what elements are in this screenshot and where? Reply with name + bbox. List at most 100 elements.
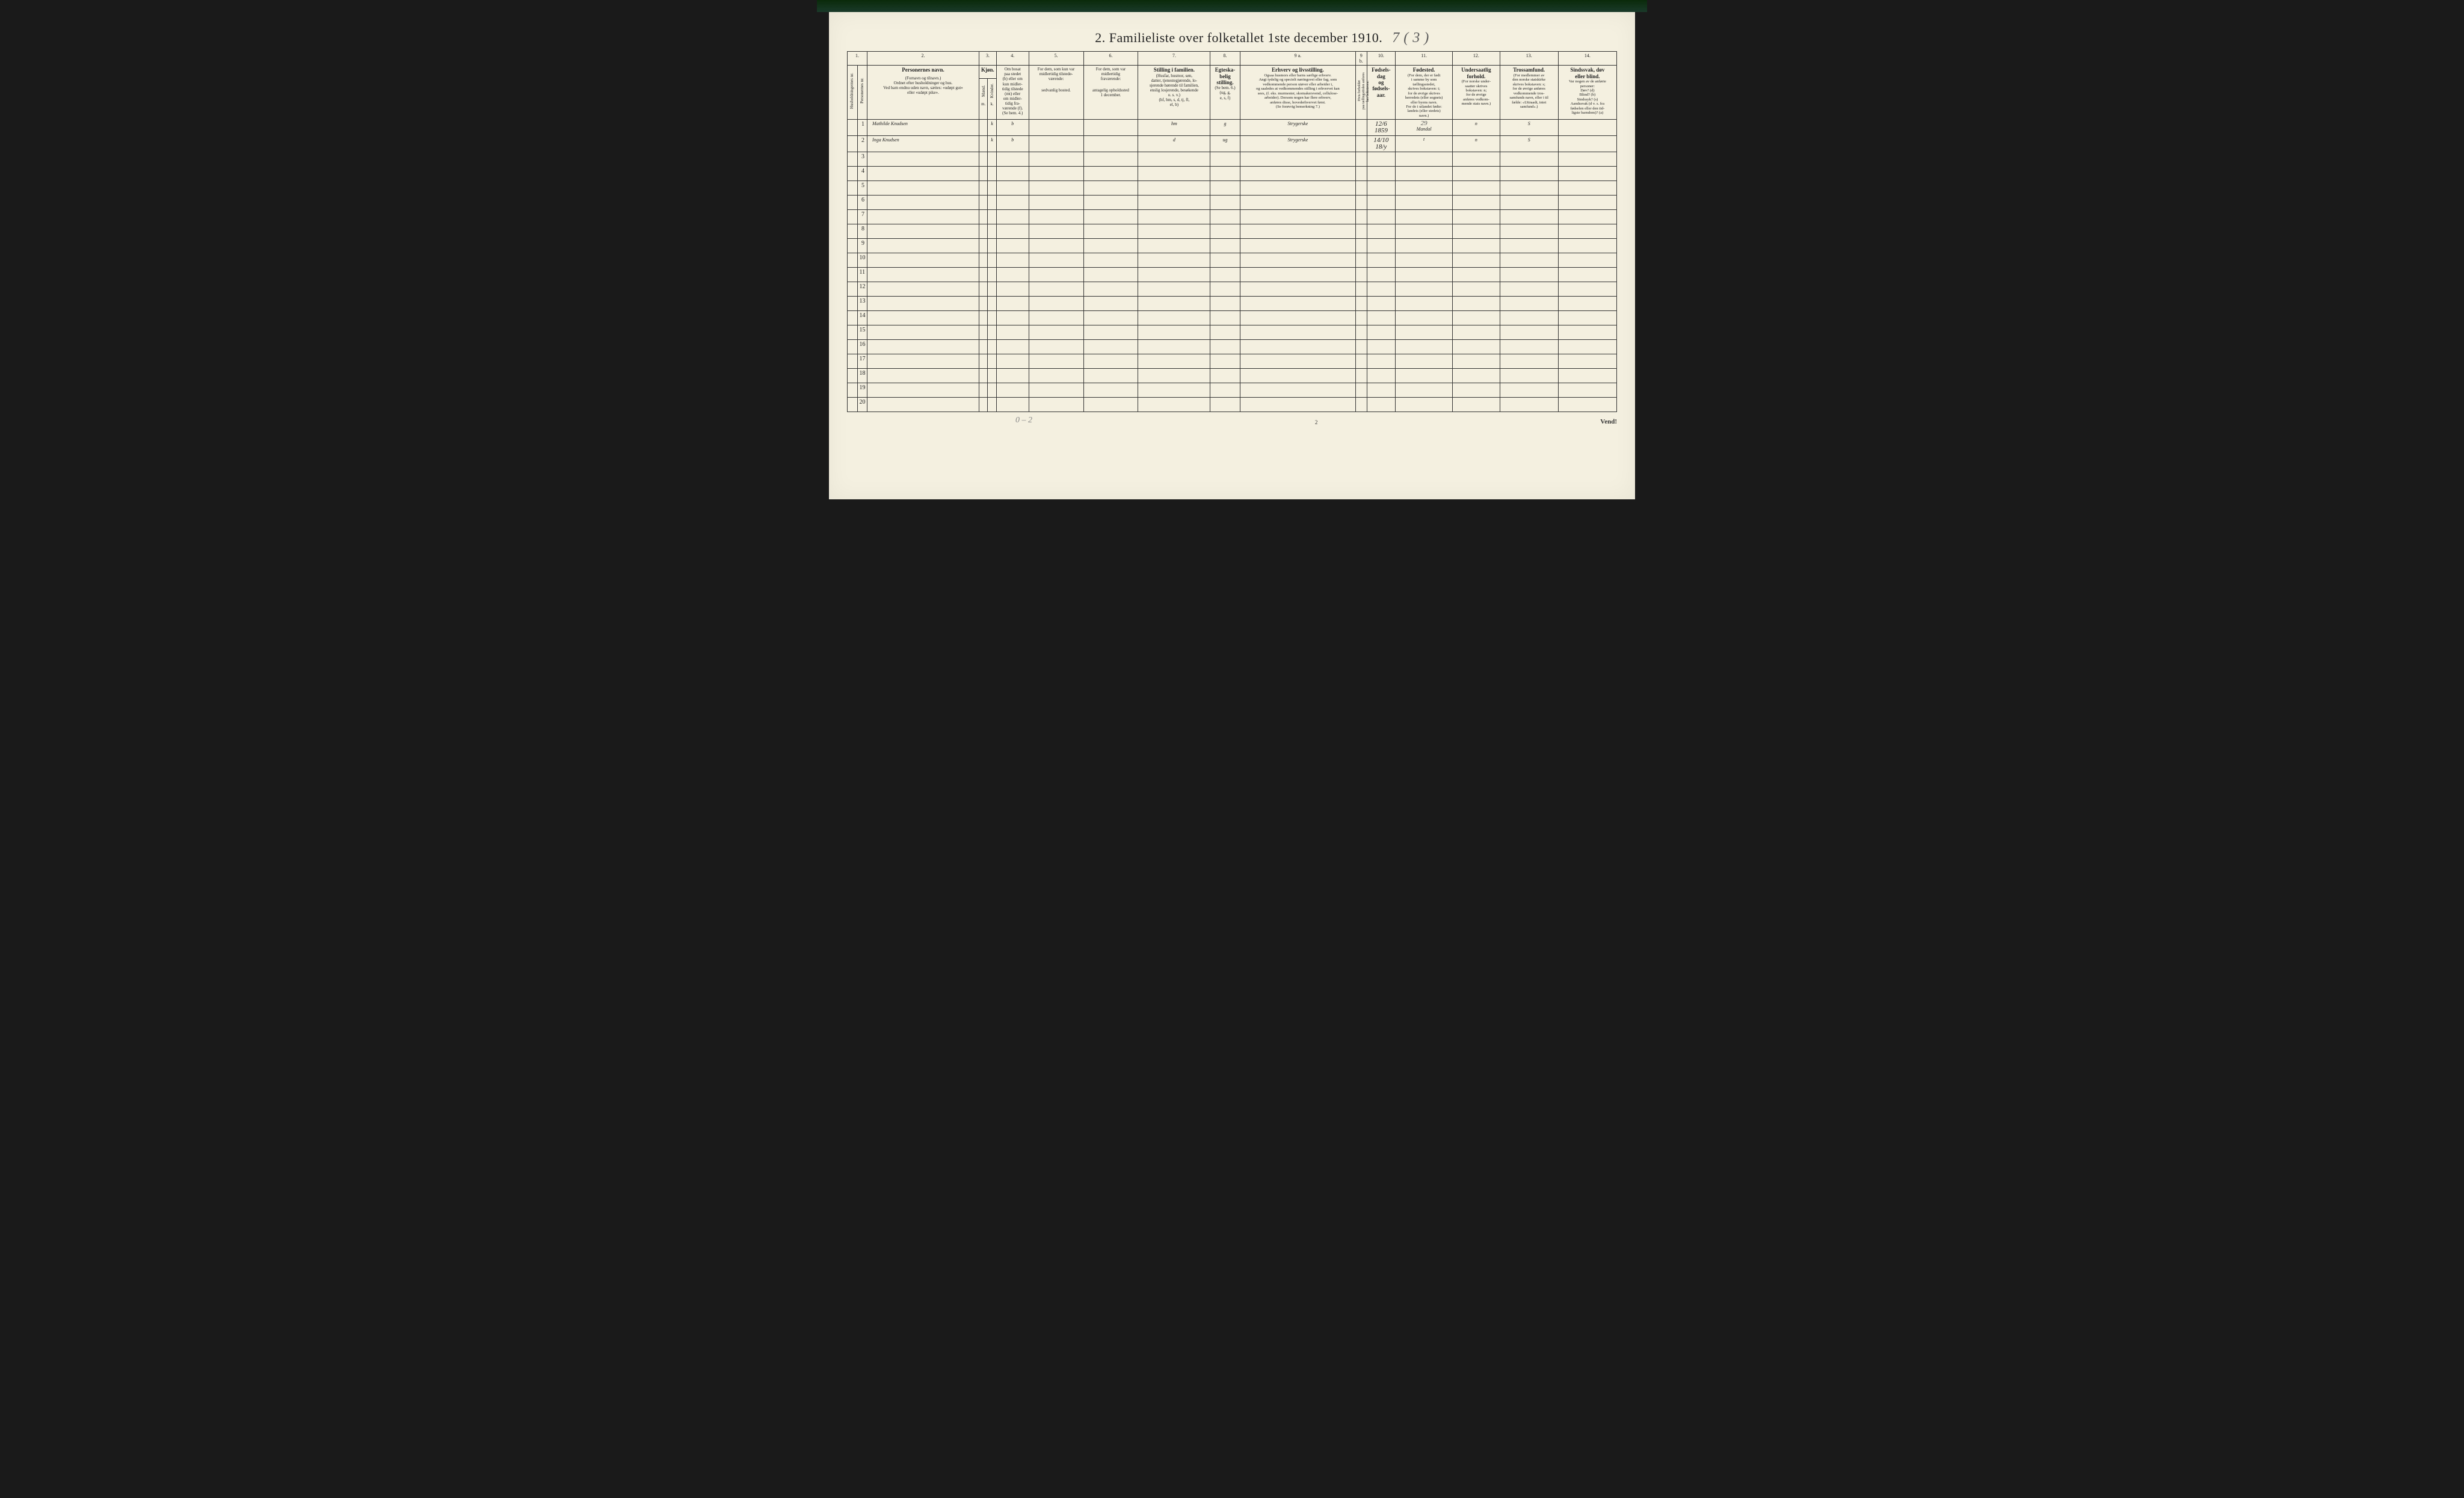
header-sex-m: Mænd. m. — [979, 78, 987, 120]
cell-name — [867, 210, 979, 224]
cell-name — [867, 181, 979, 196]
cell-sex-k — [988, 167, 996, 181]
cell-sex-m — [979, 354, 987, 369]
colnum-9a: 9 a. — [1240, 52, 1355, 66]
cell-tros — [1500, 268, 1558, 282]
cell-name — [867, 196, 979, 210]
census-table: 1. 2. 3. 4. 5. 6. 7. 8. 9 a. 9 b. 10. 11… — [847, 51, 1617, 412]
cell-under — [1453, 268, 1500, 282]
cell-stilling — [1138, 354, 1210, 369]
cell-bosat — [996, 398, 1029, 412]
cell-stilling — [1138, 253, 1210, 268]
cell-fodested — [1396, 268, 1453, 282]
cell-bosat — [996, 297, 1029, 311]
cell-personnr: 2 — [857, 136, 867, 152]
cell-tros — [1500, 210, 1558, 224]
cell-c6 — [1083, 311, 1138, 325]
colnum-14: 14. — [1558, 52, 1616, 66]
colnum-9b: 9 b. — [1355, 52, 1367, 66]
cell-stilling — [1138, 383, 1210, 398]
cell-c9b — [1355, 120, 1367, 136]
cell-bosat — [996, 369, 1029, 383]
footer: 0 – 2 2 Vend! — [847, 416, 1617, 425]
cell-fodsel — [1367, 181, 1396, 196]
cell-under — [1453, 297, 1500, 311]
header-c9a: Erhverv og livsstilling. Ogsaa husmors e… — [1240, 66, 1355, 120]
cell-personnr: 15 — [857, 325, 867, 340]
cell-under — [1453, 311, 1500, 325]
table-row: 1Mathilde KnudsenkbhmgStrygerske12/6 185… — [848, 120, 1617, 136]
cell-bosat — [996, 268, 1029, 282]
cell-c5 — [1029, 136, 1083, 152]
cell-sex-m — [979, 325, 987, 340]
cell-fodested: t — [1396, 136, 1453, 152]
colnum-1: 1. — [848, 52, 867, 66]
cell-bosat: b — [996, 136, 1029, 152]
table-row: 3 — [848, 152, 1617, 167]
cell-sex-m — [979, 282, 987, 297]
cell-c6 — [1083, 268, 1138, 282]
cell-c14 — [1558, 224, 1616, 239]
cell-c6 — [1083, 181, 1138, 196]
cell-fodsel — [1367, 282, 1396, 297]
header-c12: Undersaatlig forhold. (For norske under-… — [1453, 66, 1500, 120]
cell-c5 — [1029, 167, 1083, 181]
cell-egt — [1210, 369, 1240, 383]
cell-personnr: 20 — [857, 398, 867, 412]
cell-c14 — [1558, 325, 1616, 340]
header-c14: Sindssvak, døv eller blind. Var nogen av… — [1558, 66, 1616, 120]
cell-hushold — [848, 152, 858, 167]
header-row-main: Husholdningernes nr. Personernes nr. Per… — [848, 66, 1617, 78]
cell-bosat — [996, 152, 1029, 167]
cell-bosat — [996, 224, 1029, 239]
cell-stilling — [1138, 268, 1210, 282]
cell-personnr: 12 — [857, 282, 867, 297]
cell-stilling — [1138, 297, 1210, 311]
table-row: 6 — [848, 196, 1617, 210]
cell-under — [1453, 152, 1500, 167]
cell-personnr: 19 — [857, 383, 867, 398]
cell-fodested — [1396, 325, 1453, 340]
cell-sex-m — [979, 268, 987, 282]
cell-personnr: 17 — [857, 354, 867, 369]
cell-egt — [1210, 354, 1240, 369]
cell-sex-m — [979, 210, 987, 224]
cell-c14 — [1558, 181, 1616, 196]
cell-c5 — [1029, 268, 1083, 282]
cell-stilling — [1138, 167, 1210, 181]
cell-c6 — [1083, 383, 1138, 398]
cell-sex-k — [988, 369, 996, 383]
cell-name — [867, 282, 979, 297]
cell-under — [1453, 224, 1500, 239]
cell-hushold — [848, 268, 858, 282]
cell-egt — [1210, 224, 1240, 239]
cell-name — [867, 152, 979, 167]
cell-stilling — [1138, 210, 1210, 224]
cell-c6 — [1083, 167, 1138, 181]
cell-sex-k — [988, 325, 996, 340]
cell-egt — [1210, 297, 1240, 311]
cell-hushold — [848, 325, 858, 340]
table-row: 2Inga KnudsenkbdugStrygerske14/10 18/ytn… — [848, 136, 1617, 152]
table-row: 17 — [848, 354, 1617, 369]
cell-tros — [1500, 152, 1558, 167]
header-c10: Fødsels- dag og fødsels- aar. — [1367, 66, 1396, 120]
cell-fodested — [1396, 181, 1453, 196]
cell-sex-m — [979, 224, 987, 239]
cell-tros — [1500, 383, 1558, 398]
colnum-12: 12. — [1453, 52, 1500, 66]
cell-personnr: 8 — [857, 224, 867, 239]
cell-egt — [1210, 340, 1240, 354]
table-row: 15 — [848, 325, 1617, 340]
cell-bosat — [996, 354, 1029, 369]
cell-fodsel — [1367, 152, 1396, 167]
cell-stilling: hm — [1138, 120, 1210, 136]
cell-sex-k — [988, 398, 996, 412]
cell-erhverv — [1240, 210, 1355, 224]
cell-sex-m — [979, 152, 987, 167]
cell-c5 — [1029, 120, 1083, 136]
cell-under: n — [1453, 120, 1500, 136]
cell-c14 — [1558, 311, 1616, 325]
cell-c9b — [1355, 268, 1367, 282]
colnum-13: 13. — [1500, 52, 1558, 66]
